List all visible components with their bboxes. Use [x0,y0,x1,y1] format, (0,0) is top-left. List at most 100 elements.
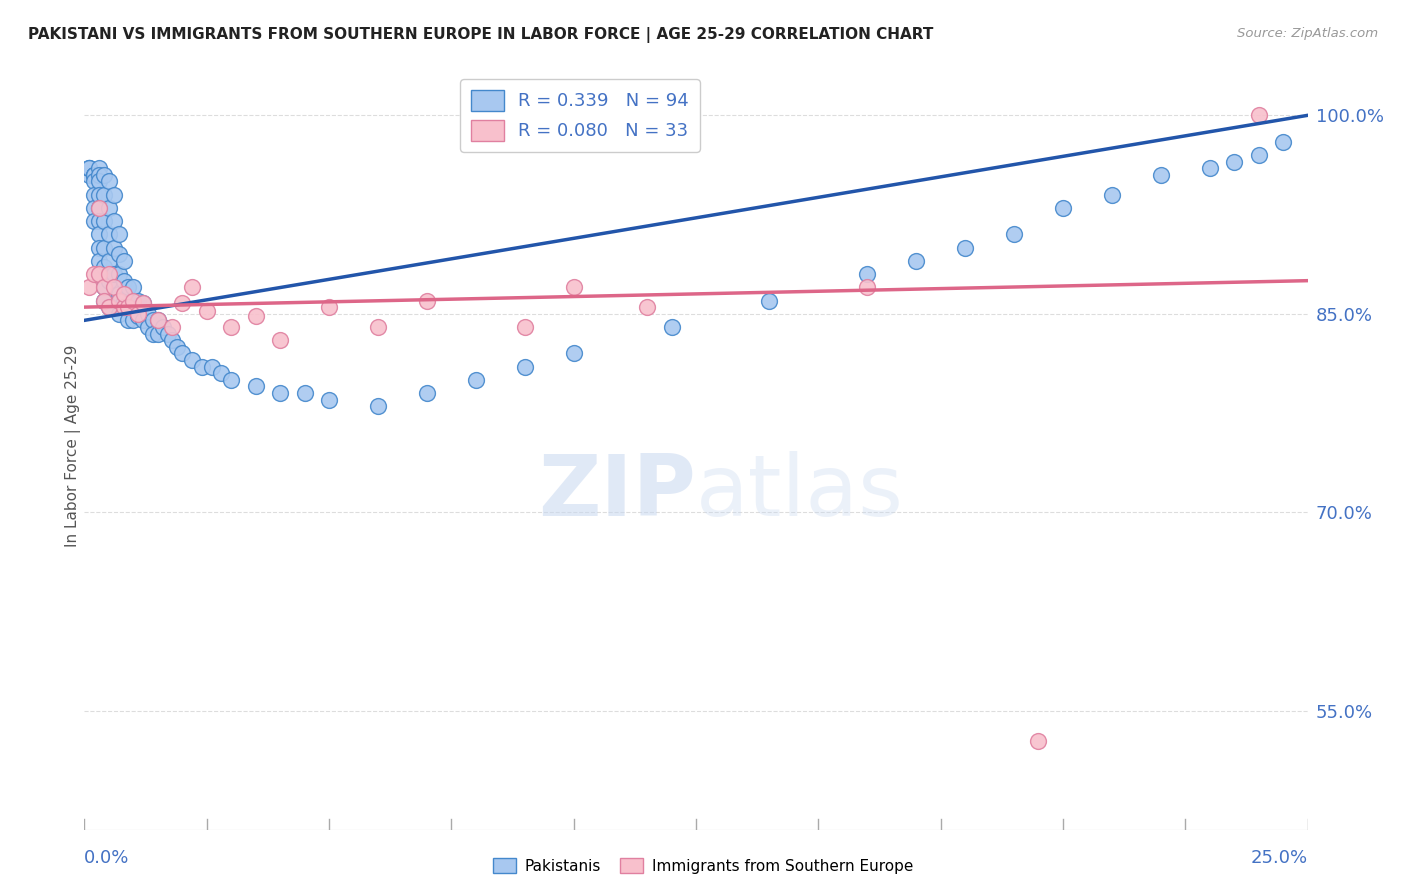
Point [146,313,169,327]
Point [83,187,105,202]
Point [172,296,194,310]
Point [93,241,115,255]
Point [77,161,100,176]
Point [162,333,184,347]
Point [87,253,110,268]
Text: 25.0%: 25.0% [1250,849,1308,867]
Point [87,227,110,242]
Point [87,267,110,281]
Point [97,253,120,268]
Point [1101,187,1123,202]
Point [245,379,267,393]
Point [97,274,120,288]
Point [112,286,135,301]
Point [122,280,145,294]
Point [181,353,204,368]
Point [107,267,129,281]
Point [269,333,291,347]
Point [77,161,100,176]
Point [181,280,204,294]
Point [1223,154,1246,169]
Point [172,346,194,360]
Text: 0.0%: 0.0% [84,849,129,867]
Point [103,280,125,294]
Text: PAKISTANI VS IMMIGRANTS FROM SOUTHERN EUROPE IN LABOR FORCE | AGE 25-29 CORRELAT: PAKISTANI VS IMMIGRANTS FROM SOUTHERN EU… [28,27,934,43]
Point [87,267,110,281]
Point [416,386,439,401]
Point [1002,227,1025,242]
Point [117,300,139,314]
Point [636,300,658,314]
Point [245,310,267,324]
Point [93,293,115,308]
Point [219,320,242,334]
Point [107,307,129,321]
Point [1247,108,1270,122]
Point [112,253,135,268]
Point [93,214,115,228]
Point [93,280,115,294]
Point [87,214,110,228]
Point [83,267,105,281]
Point [117,280,139,294]
Point [1150,168,1173,182]
Point [758,293,780,308]
Point [464,373,486,387]
Point [93,187,115,202]
Point [146,313,169,327]
Point [93,293,115,308]
Point [107,227,129,242]
Point [97,227,120,242]
Point [132,296,155,310]
Point [97,300,120,314]
Point [195,304,218,318]
Point [294,386,316,401]
Point [318,300,340,314]
Point [83,174,105,188]
Point [93,168,115,182]
Point [367,400,389,414]
Point [103,267,125,281]
Point [77,280,100,294]
Point [93,280,115,294]
Point [87,174,110,188]
Point [87,241,110,255]
Point [856,280,879,294]
Point [318,392,340,407]
Point [127,293,149,308]
Point [513,320,536,334]
Point [117,296,139,310]
Text: atlas: atlas [696,450,904,533]
Point [367,320,389,334]
Point [142,326,165,341]
Point [77,161,100,176]
Point [162,320,184,334]
Point [103,214,125,228]
Point [562,346,585,360]
Y-axis label: In Labor Force | Age 25-29: In Labor Force | Age 25-29 [65,345,82,547]
Point [156,326,179,341]
Point [112,274,135,288]
Point [856,267,879,281]
Point [132,296,155,310]
Point [77,168,100,182]
Point [83,168,105,182]
Point [103,241,125,255]
Point [1028,734,1050,748]
Point [136,320,159,334]
Point [132,313,155,327]
Point [136,307,159,321]
Point [142,313,165,327]
Point [107,293,129,308]
Point [97,201,120,215]
Point [146,326,169,341]
Legend: R = 0.339   N = 94, R = 0.080   N = 33: R = 0.339 N = 94, R = 0.080 N = 33 [460,79,700,152]
Point [87,201,110,215]
Point [97,174,120,188]
Point [97,300,120,314]
Point [127,310,149,324]
Point [97,267,120,281]
Point [1247,148,1270,162]
Point [112,293,135,308]
Point [87,161,110,176]
